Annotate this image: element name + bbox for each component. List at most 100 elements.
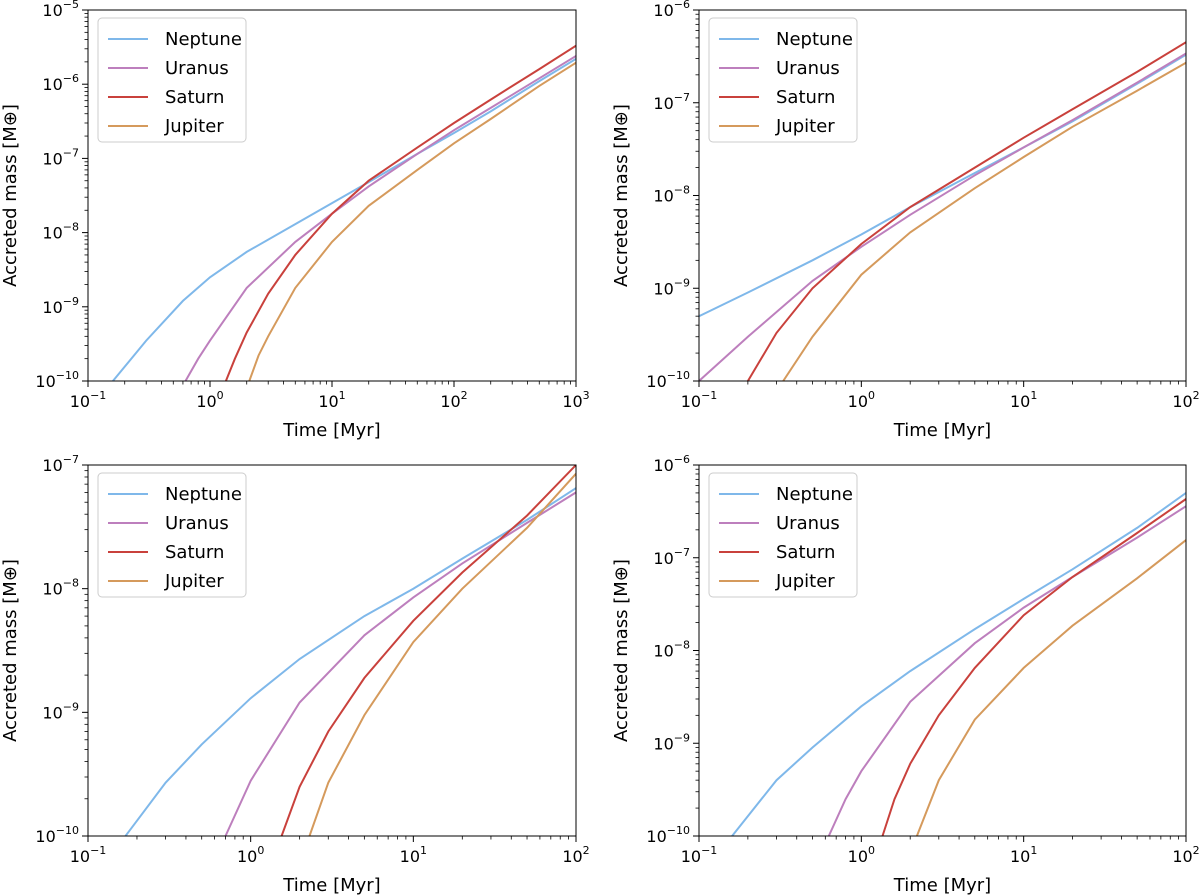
legend-label-uranus: Uranus [776,513,840,534]
y-tick-label-exponent: −6 [674,453,690,466]
y-tick-label-base: 10 [646,827,666,846]
series-line-jupiter [915,539,1186,836]
legend-box [708,17,858,143]
y-axis-label: Accreted mass [M⊕] [611,104,632,287]
y-tick-label-exponent: −5 [63,0,79,11]
y-axis-label: Accreted mass [M⊕] [0,559,21,742]
x-tick-label: 101 [1010,844,1037,866]
x-tick-label: 100 [237,844,264,866]
y-tick-label-base: 10 [653,642,673,661]
x-tick-label: 101 [400,844,427,866]
x-tick-label-base: 10 [1172,392,1192,411]
y-tick-label: 10−10 [35,369,79,391]
x-tick-label-exponent: −1 [90,389,106,402]
x-tick-label: 101 [1010,389,1037,411]
legend-label-uranus: Uranus [165,58,229,79]
legend-label-saturn: Saturn [776,542,835,563]
y-tick-label-exponent: −9 [674,731,690,744]
x-tick-label: 100 [848,844,875,866]
x-tick-label-exponent: 2 [1193,844,1200,857]
x-tick-label-base: 10 [1010,392,1030,411]
legend: Neptune Uranus Saturn Jupiter [97,472,247,598]
y-tick-label-exponent: −10 [667,824,690,837]
y-tick-label-base: 10 [35,827,55,846]
y-tick-label-base: 10 [42,1,62,20]
x-tick-label-exponent: −1 [701,844,717,857]
y-tick-label-base: 10 [42,224,62,243]
y-axis-label: Accreted mass [M⊕] [611,559,632,742]
y-tick-label-exponent: −9 [674,276,690,289]
x-tick-label: 10−1 [70,844,107,866]
y-tick-label-base: 10 [653,187,673,206]
series-lines [699,41,1186,381]
x-tick-label-base: 10 [196,392,216,411]
legend-label-neptune: Neptune [776,29,853,50]
legend-label-saturn: Saturn [165,87,224,108]
panel-top-left: 10−1 100 101 102 10310−1010−910−810−710−610−… [0,0,590,441]
x-tick-label-base: 10 [562,847,582,866]
y-tick-label-base: 10 [42,456,62,475]
y-tick-label: 10−5 [42,0,79,20]
y-tick-label: 10−10 [646,369,690,391]
legend-label-jupiter: Jupiter [775,571,835,592]
legend-label-uranus: Uranus [165,513,229,534]
y-tick-label-exponent: −7 [63,453,79,466]
x-tick-label-exponent: 1 [1030,844,1037,857]
x-tick-label-base: 10 [70,847,90,866]
y-tick-label-exponent: −9 [63,295,79,308]
x-tick-label: 102 [562,844,589,866]
y-tick-label-base: 10 [653,279,673,298]
y-tick-label: 10−9 [42,700,79,722]
x-tick-label-exponent: 3 [583,389,590,402]
x-tick-label-exponent: 2 [461,389,468,402]
y-tick-label-exponent: −7 [674,91,690,104]
legend-box [97,472,247,598]
y-tick-label: 10−7 [42,453,79,475]
series-line-uranus [699,52,1186,381]
series-line-neptune [731,492,1186,836]
legend-label-uranus: Uranus [776,58,840,79]
y-tick-label-exponent: −7 [63,146,79,159]
x-axis-label: Time [Myr] [282,875,380,895]
y-tick-label-exponent: −10 [667,369,690,382]
y-tick-label-base: 10 [42,75,62,94]
legend-label-jupiter: Jupiter [775,116,835,137]
series-line-jupiter [782,61,1186,381]
x-tick-label: 100 [848,389,875,411]
y-tick-label: 10−8 [42,577,79,599]
x-tick-label-exponent: 1 [1030,389,1037,402]
x-tick-label: 102 [1172,389,1199,411]
series-line-neptune [112,57,576,381]
y-tick-label: 10−6 [653,453,690,475]
x-tick-label-base: 10 [318,392,338,411]
legend-box [708,472,858,598]
y-tick-label-exponent: −8 [63,577,79,590]
series-lines [124,465,576,836]
x-tick-label: 103 [562,389,589,411]
y-tick-label: 10−8 [42,221,79,243]
x-tick-label-exponent: 2 [1193,389,1200,402]
y-tick-label-base: 10 [653,734,673,753]
legend: Neptune Uranus Saturn Jupiter [97,17,247,143]
series-line-neptune [699,53,1186,318]
x-tick-label: 10−1 [681,389,718,411]
y-tick-label-base: 10 [35,372,55,391]
y-tick-label-base: 10 [42,703,62,722]
series-line-saturn [280,465,576,836]
series-line-neptune [124,487,576,836]
x-tick-label-base: 10 [1172,847,1192,866]
y-tick-label: 10−8 [653,639,690,661]
legend-label-neptune: Neptune [776,484,853,505]
y-tick-label-base: 10 [653,94,673,113]
series-line-saturn [747,41,1186,381]
x-tick-label-exponent: −1 [90,844,106,857]
x-tick-label-exponent: 0 [868,844,875,857]
x-tick-label-base: 10 [848,847,868,866]
y-tick-label-exponent: −8 [63,221,79,234]
x-tick-label-exponent: 1 [339,389,346,402]
y-axis-label: Accreted mass [M⊕] [0,104,21,287]
y-tick-label-exponent: −8 [674,639,690,652]
